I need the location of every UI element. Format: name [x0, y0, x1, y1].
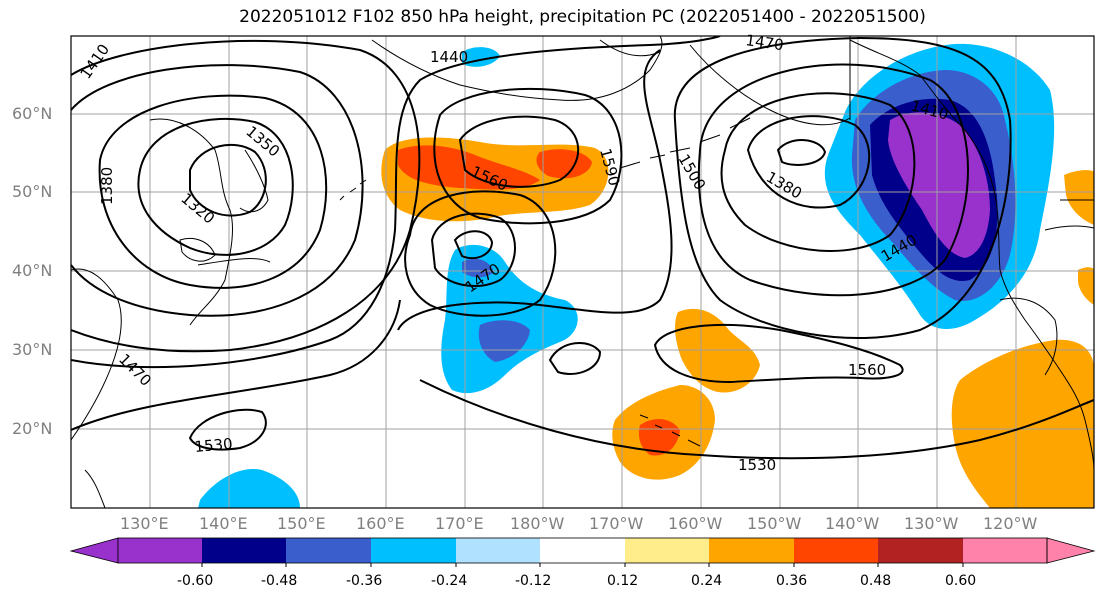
lon-label: 140°E: [199, 514, 248, 533]
colorbar-tick-label: 0.12: [607, 573, 639, 589]
colorbar: [69, 537, 1096, 567]
colorbar-tick-label: 0.24: [691, 573, 723, 589]
contour-label: 1470: [744, 31, 784, 54]
lon-label: 150°E: [277, 514, 326, 533]
colorbar-tick-label: 0.60: [945, 573, 977, 589]
contour-label: 1530: [194, 435, 234, 456]
colorbar-tick-label: 0.36: [776, 573, 808, 589]
lat-label: 40°N: [12, 261, 53, 280]
lon-label: 170°E: [435, 514, 484, 533]
colorbar-tick-label: -0.48: [261, 573, 298, 589]
colorbar-extend-high: [1046, 537, 1096, 564]
lon-label: 130°W: [904, 514, 959, 533]
colorbar-extend-low: [69, 537, 119, 564]
lon-label: 150°W: [747, 514, 802, 533]
lon-label: 130°E: [120, 514, 169, 533]
lat-label: 30°N: [12, 340, 53, 359]
lon-label: 170°W: [589, 514, 644, 533]
lon-label: 160°E: [356, 514, 405, 533]
colorbar-tick-label: -0.36: [346, 573, 383, 589]
lon-label: 120°W: [983, 514, 1038, 533]
colorbar-tick-label: -0.24: [431, 573, 468, 589]
colorbar-tick-label: 0.48: [860, 573, 892, 589]
coastlines: [71, 36, 1094, 508]
lat-label: 20°N: [12, 419, 53, 438]
contour-label: 1380: [98, 167, 116, 205]
map-title: 2022051012 F102 850 hPa height, precipit…: [239, 7, 926, 27]
contour-label: 1560: [848, 361, 886, 379]
lon-label: 180°W: [510, 514, 565, 533]
contour-labels: 1410 1440 1470 1350 1380 1320 1560 1590 …: [77, 31, 951, 474]
colorbar-tick-label: -0.60: [177, 573, 214, 589]
lat-label: 60°N: [12, 104, 53, 123]
contour-label: 1440: [430, 48, 468, 66]
lon-label: 140°W: [825, 514, 880, 533]
height-contours: [71, 36, 1094, 460]
contour-label: 1530: [738, 456, 776, 474]
lat-label: 50°N: [12, 182, 53, 201]
map-frame: [70, 35, 1095, 509]
lon-label: 160°W: [668, 514, 723, 533]
colorbar-tick-label: -0.12: [515, 573, 552, 589]
